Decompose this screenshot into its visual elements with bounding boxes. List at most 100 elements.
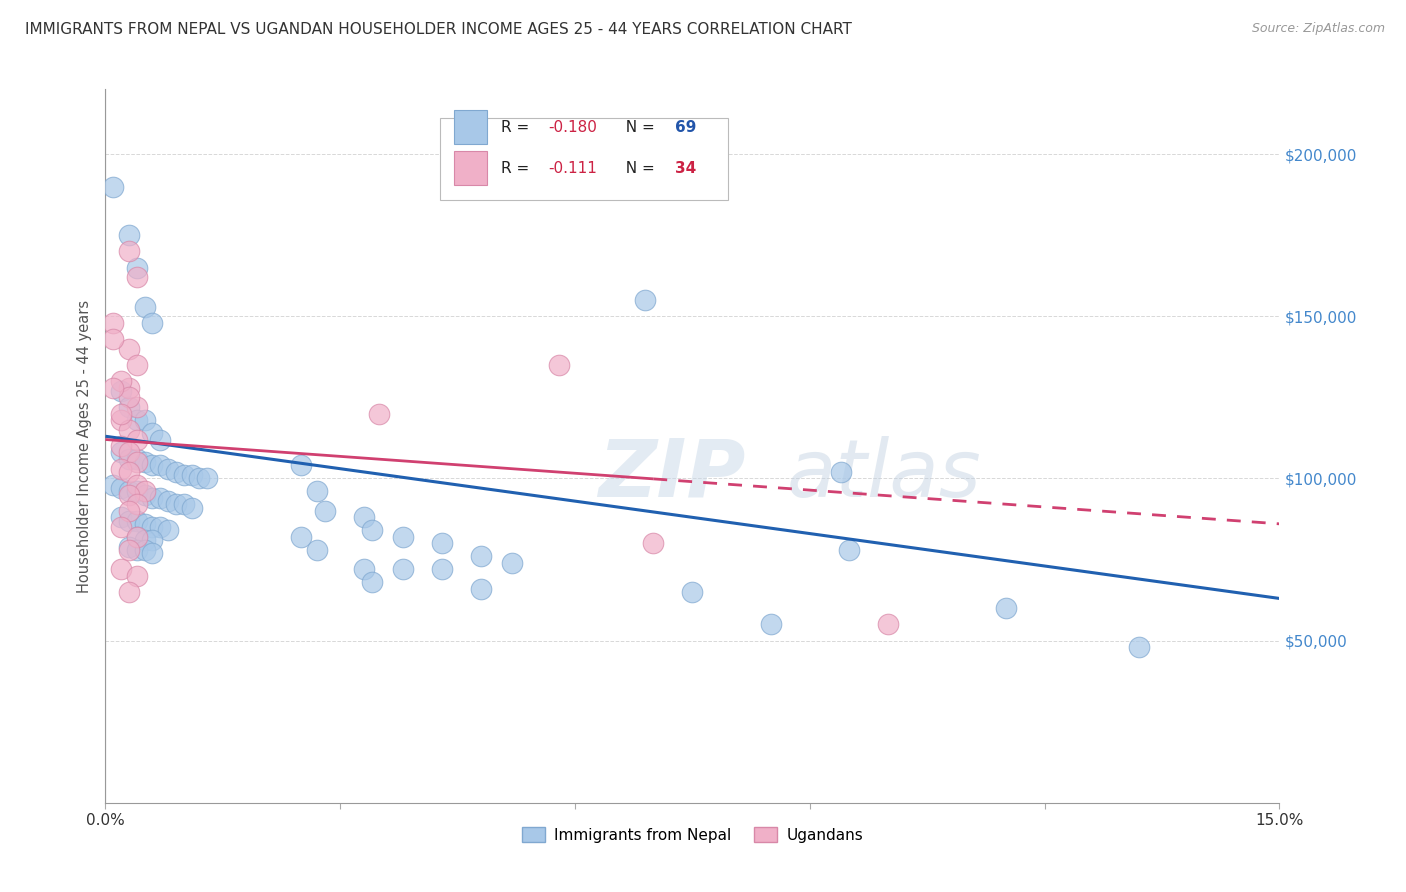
Y-axis label: Householder Income Ages 25 - 44 years: Householder Income Ages 25 - 44 years [77,300,93,592]
Point [157,461,180,475]
Point [759,617,782,632]
Point [157,524,180,538]
Point [305,542,328,557]
Point [134,533,156,547]
Point [110,413,132,427]
Point [501,556,523,570]
Point [125,400,148,414]
Point [125,484,148,499]
Point [118,381,141,395]
Point [430,562,453,576]
Point [125,478,148,492]
Point [118,400,141,414]
Point [149,520,172,534]
Point [157,494,180,508]
Point [110,439,132,453]
Point [149,458,172,473]
Point [125,270,148,285]
Point [430,536,453,550]
Point [125,530,148,544]
Point [110,374,132,388]
Text: ZIP: ZIP [599,435,747,514]
Point [360,575,382,590]
Text: N =: N = [616,120,659,136]
Point [118,484,141,499]
Point [994,601,1017,615]
Point [103,381,125,395]
Text: R =: R = [501,120,534,136]
Point [548,358,571,372]
Point [110,520,132,534]
Point [290,458,312,473]
Point [392,562,415,576]
Point [125,514,148,528]
Point [141,546,163,560]
Point [118,540,141,554]
FancyBboxPatch shape [440,118,728,200]
Point [149,433,172,447]
Point [110,445,132,459]
Point [118,514,141,528]
Point [188,471,211,485]
Point [118,445,141,459]
Text: -0.111: -0.111 [548,161,598,177]
Text: atlas: atlas [786,435,981,514]
Point [195,471,218,485]
Point [134,516,156,531]
Point [110,384,132,398]
Point [134,413,156,427]
Point [134,542,156,557]
Point [125,433,148,447]
Point [134,455,156,469]
Point [134,488,156,502]
Point [125,568,148,582]
Point [838,542,860,557]
Legend: Immigrants from Nepal, Ugandans: Immigrants from Nepal, Ugandans [516,821,869,848]
Point [682,585,704,599]
Point [141,425,163,440]
Point [125,542,148,557]
Point [877,617,900,632]
Point [134,300,156,314]
Point [141,458,163,473]
Point [118,542,141,557]
Point [314,504,336,518]
Point [103,478,125,492]
Point [125,452,148,467]
Point [165,465,187,479]
Point [125,455,148,469]
Point [103,332,125,346]
Text: 69: 69 [675,120,696,136]
Point [125,358,148,372]
Point [470,582,492,596]
Point [180,500,202,515]
Point [110,461,132,475]
Text: 34: 34 [675,161,696,177]
Point [643,536,665,550]
Point [141,533,163,547]
Point [830,465,852,479]
Point [1128,640,1150,654]
Point [134,484,156,499]
Point [149,491,172,505]
Point [118,390,141,404]
Point [125,497,148,511]
Point [125,260,148,275]
Point [353,562,375,576]
Point [103,179,125,194]
Point [118,585,141,599]
Point [118,488,141,502]
Point [470,549,492,564]
Point [353,510,375,524]
Point [141,520,163,534]
Text: IMMIGRANTS FROM NEPAL VS UGANDAN HOUSEHOLDER INCOME AGES 25 - 44 YEARS CORRELATI: IMMIGRANTS FROM NEPAL VS UGANDAN HOUSEHO… [25,22,852,37]
Point [110,510,132,524]
Point [290,530,312,544]
Point [103,316,125,330]
Point [360,524,382,538]
Point [110,407,132,421]
Point [305,484,328,499]
Point [110,481,132,495]
Text: -0.180: -0.180 [548,120,598,136]
Text: R =: R = [501,161,534,177]
